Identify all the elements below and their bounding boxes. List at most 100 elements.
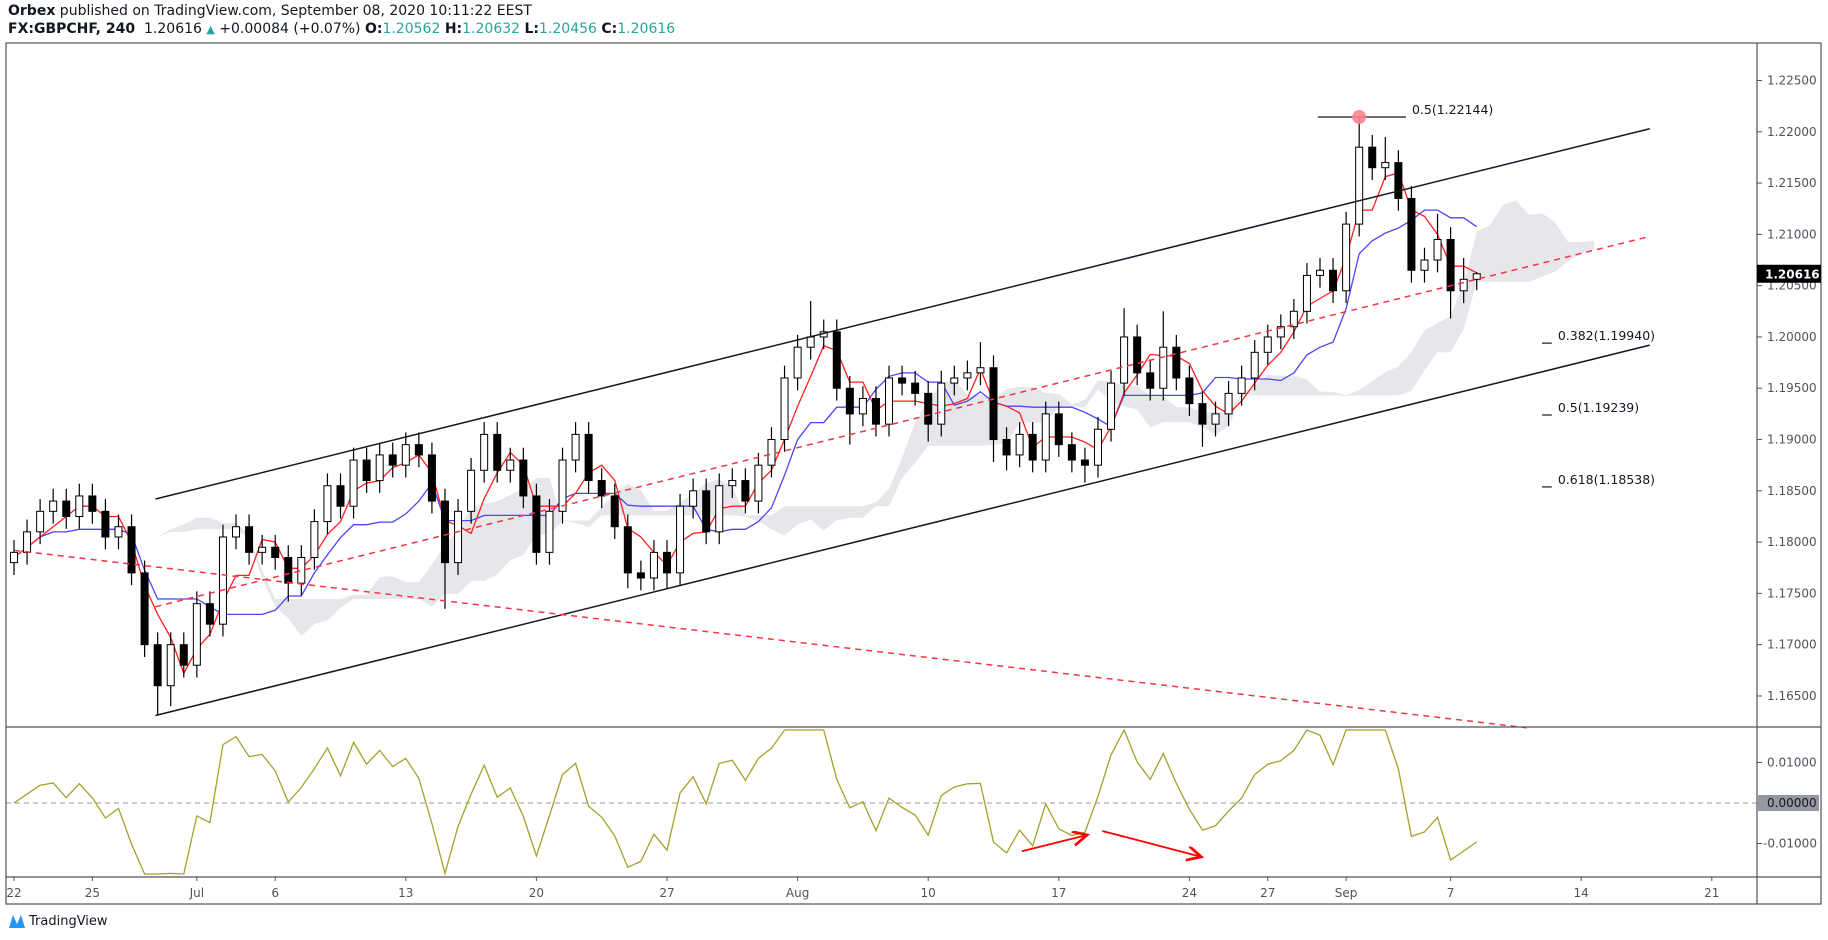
candle xyxy=(1446,227,1455,319)
candle-body-up xyxy=(1355,146,1364,225)
candle-body-up xyxy=(1276,326,1285,338)
channel-mid-dashed-line xyxy=(155,235,1650,608)
candle xyxy=(1302,263,1311,324)
axis-bg xyxy=(1757,43,1821,904)
osc-y-tick-label: -0.01000 xyxy=(1763,837,1817,851)
candle xyxy=(349,447,358,519)
candle-body-down xyxy=(1172,346,1181,379)
candle xyxy=(1107,370,1116,442)
candle-body-down xyxy=(427,454,436,502)
candle-body-up xyxy=(232,526,241,538)
candle-body-up xyxy=(401,444,410,466)
candle-body-down xyxy=(1080,459,1089,466)
candle-body-down xyxy=(636,572,645,579)
candle-body-up xyxy=(218,536,227,625)
candle-body-up xyxy=(1120,336,1129,384)
candle xyxy=(1093,416,1102,478)
candle-body-up xyxy=(1224,392,1233,415)
candle-body-down xyxy=(493,433,502,471)
candle xyxy=(323,473,332,534)
candle xyxy=(62,488,71,529)
candle-body-down xyxy=(623,526,632,574)
candle xyxy=(297,545,306,596)
x-tick-label: 10 xyxy=(921,886,936,900)
candle-body-down xyxy=(584,433,593,482)
candle-body-down xyxy=(1368,146,1377,169)
candle-body-up xyxy=(558,459,567,512)
y-tick-label: 1.21500 xyxy=(1767,176,1817,190)
candle-body-down xyxy=(1198,403,1207,425)
candle-body-down xyxy=(388,454,397,466)
candle xyxy=(310,509,319,570)
candle xyxy=(506,447,515,483)
candle xyxy=(1407,186,1416,283)
candle-body-down xyxy=(62,500,71,517)
candle xyxy=(1342,211,1351,304)
candle-body-down xyxy=(1329,269,1338,292)
candle-body-down xyxy=(924,392,933,425)
candle xyxy=(924,381,933,442)
candle-body-up xyxy=(36,510,45,533)
candle-body-up xyxy=(649,551,658,579)
last-price-badge-label: 1.20616 xyxy=(1765,267,1820,281)
fib-level-label: 0.618(1.18538) xyxy=(1558,472,1655,487)
candle-body-up xyxy=(1472,273,1481,280)
candle-body-down xyxy=(362,459,371,482)
descending-dashed-line xyxy=(13,549,1527,729)
candle-body-down xyxy=(610,495,619,528)
candle xyxy=(218,524,227,637)
price-change: +0.00084 (+0.07%) xyxy=(219,21,361,37)
y-tick-label: 1.20000 xyxy=(1767,330,1817,344)
candle-body-down xyxy=(1185,377,1194,405)
candle xyxy=(858,386,867,427)
low-value: 1.20456 xyxy=(539,21,597,37)
candle-body-down xyxy=(440,500,449,564)
candle-body-down xyxy=(284,556,293,584)
publisher-name[interactable]: Orbex xyxy=(8,3,56,19)
candle xyxy=(336,473,345,519)
osc-zero-badge-label: 0.00000 xyxy=(1767,796,1817,810)
candle-body-up xyxy=(885,377,894,425)
candle-body-up xyxy=(767,439,776,466)
candle-body-up xyxy=(858,397,867,415)
candle xyxy=(1185,365,1194,416)
y-tick-label: 1.21000 xyxy=(1767,227,1817,241)
candle xyxy=(362,447,371,493)
fib-level-label: 0.5(1.19239) xyxy=(1558,400,1639,415)
candle-body-down xyxy=(205,603,214,625)
candle xyxy=(440,488,449,609)
footer-brand-text: TradingView xyxy=(29,913,108,929)
candle xyxy=(1368,134,1377,181)
candle-body-up xyxy=(1381,162,1390,169)
candle xyxy=(1420,247,1429,283)
x-tick-label: 7 xyxy=(1447,886,1455,900)
candle-body-down xyxy=(336,485,345,507)
drawings[interactable]: 0.5(1.22144) 0.382(1.19940) 0.5(1.19239) 0.… xyxy=(13,102,1655,729)
candle-body-down xyxy=(1028,433,1037,461)
candle-body-up xyxy=(1263,336,1272,353)
candle xyxy=(140,560,149,657)
candle xyxy=(767,427,776,478)
candle xyxy=(401,432,410,478)
candle xyxy=(388,442,397,478)
candle-body-up xyxy=(258,546,267,553)
candle xyxy=(1172,334,1181,391)
candle-body-up xyxy=(1302,274,1311,312)
candle xyxy=(571,422,580,473)
candle-body-down xyxy=(88,495,97,512)
high-marker-dot xyxy=(1352,110,1367,125)
candle xyxy=(232,514,241,550)
candle xyxy=(676,493,685,586)
footer-brand[interactable]: TradingView xyxy=(8,912,108,930)
y-tick-label: 1.19500 xyxy=(1767,381,1817,395)
candle-body-up xyxy=(1459,278,1468,292)
candle xyxy=(1224,381,1233,427)
candle xyxy=(36,499,45,545)
high-label: H: xyxy=(444,21,463,37)
candle xyxy=(519,447,528,509)
candle-body-up xyxy=(454,510,463,564)
candle xyxy=(623,514,632,589)
candle xyxy=(989,355,998,463)
candle xyxy=(1080,447,1089,483)
